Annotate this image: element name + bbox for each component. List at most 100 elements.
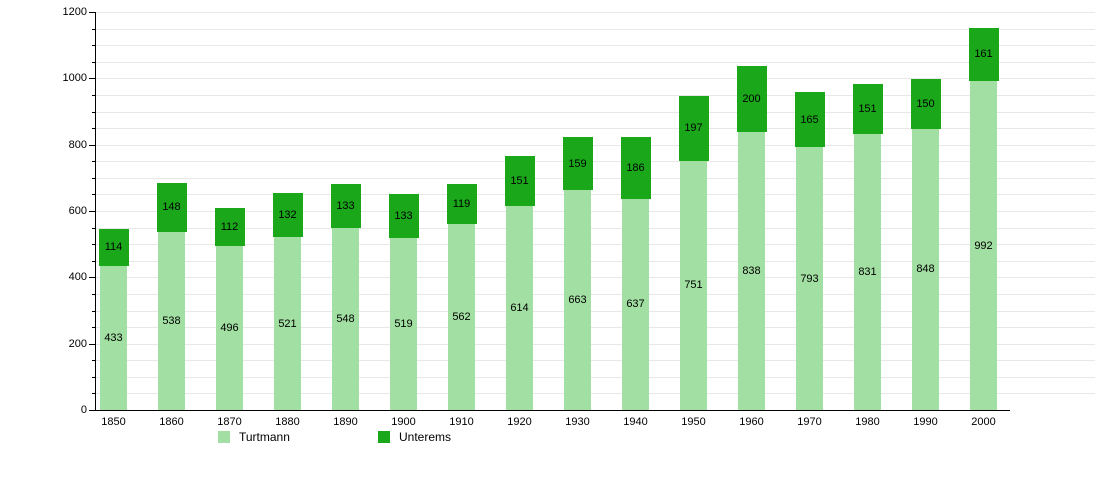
gridline — [95, 61, 1095, 63]
gridline — [95, 45, 1095, 47]
gridline — [95, 343, 1095, 345]
gridline — [95, 161, 1095, 163]
x-tick-label: 1910 — [449, 416, 474, 428]
bar-1920: 151 614 — [504, 156, 535, 410]
bar-value-label: 165 — [800, 113, 819, 126]
y-tick — [89, 12, 95, 13]
bar-value-label: 831 — [858, 266, 877, 279]
gridline — [95, 393, 1095, 395]
y-tick — [89, 277, 95, 279]
y-tick-label: 600 — [68, 205, 87, 217]
bar-segment-turtmann: 992 — [970, 81, 997, 410]
y-tick — [92, 260, 95, 262]
bar-segment-turtmann: 793 — [796, 147, 823, 410]
y-tick — [92, 177, 95, 179]
plot-area: 114 433 148 538 112 496 132 521 133 548 133 519 119 5… — [95, 12, 1095, 410]
bar-segment-unterems: 150 — [910, 79, 941, 129]
gridline — [95, 78, 1095, 80]
bar-value-label: 637 — [626, 298, 645, 311]
bar-1960: 200 838 — [736, 65, 767, 410]
bar-1860: 148 538 — [156, 182, 187, 410]
bar-segment-unterems: 151 — [504, 156, 535, 207]
bar-segment-unterems: 148 — [156, 182, 187, 232]
y-tick — [89, 211, 95, 212]
y-tick — [92, 111, 95, 113]
y-tick — [89, 343, 95, 345]
y-axis-line — [95, 12, 96, 411]
bar-value-label: 538 — [162, 314, 181, 327]
legend-swatch-turtmann-icon — [218, 431, 230, 443]
bar-value-label: 519 — [394, 317, 413, 330]
gridline — [95, 211, 1095, 212]
y-tick — [92, 161, 95, 163]
bar-value-label: 151 — [858, 103, 877, 116]
x-tick-label: 1920 — [507, 416, 532, 428]
bar-segment-turtmann: 637 — [622, 198, 649, 410]
gridline — [95, 94, 1095, 96]
x-tick-label: 1970 — [797, 416, 822, 428]
x-tick-label: 1960 — [739, 416, 764, 428]
y-tick — [92, 244, 95, 246]
bar-segment-unterems: 186 — [620, 137, 651, 199]
y-tick-label: 800 — [68, 138, 87, 151]
y-tick — [92, 45, 95, 47]
bar-value-label: 614 — [510, 302, 529, 315]
bar-value-label: 433 — [104, 332, 123, 345]
y-tick-label: 1200 — [62, 6, 87, 18]
bar-value-label: 150 — [916, 97, 935, 110]
x-tick-label: 2000 — [971, 416, 996, 428]
y-tick — [89, 410, 95, 411]
y-tick — [92, 94, 95, 96]
bar-1900: 133 519 — [388, 193, 419, 410]
bar-1910: 119 562 — [446, 184, 477, 410]
x-axis-line — [95, 410, 1010, 411]
bar-1950: 197 751 — [678, 95, 709, 410]
bar-segment-turtmann: 496 — [216, 245, 243, 410]
x-tick-label: 1850 — [101, 416, 126, 428]
y-tick — [92, 194, 95, 196]
bar-segment-turtmann: 433 — [100, 266, 127, 410]
bar-1930: 159 663 — [562, 137, 593, 410]
bar-segment-turtmann: 521 — [274, 237, 301, 410]
gridline — [95, 260, 1095, 262]
gridline — [95, 293, 1095, 295]
bar-segment-turtmann: 538 — [158, 231, 185, 410]
bar-segment-turtmann: 751 — [680, 160, 707, 410]
bar-value-label: 838 — [742, 265, 761, 278]
x-tick-label: 1860 — [159, 416, 184, 428]
gridline — [95, 244, 1095, 246]
x-tick-label: 1930 — [565, 416, 590, 428]
bar-segment-turtmann: 548 — [332, 228, 359, 410]
bar-value-label: 200 — [742, 92, 761, 105]
y-tick — [92, 360, 95, 362]
bar-segment-turtmann: 519 — [390, 237, 417, 410]
bar-value-label: 548 — [336, 313, 355, 326]
bar-segment-unterems: 133 — [388, 193, 419, 238]
legend-swatch-unterems-icon — [378, 431, 390, 443]
bar-segment-unterems: 197 — [678, 95, 709, 161]
bar-segment-turtmann: 614 — [506, 206, 533, 410]
x-tick-label: 1890 — [333, 416, 358, 428]
y-tick — [92, 293, 95, 295]
bar-value-label: 132 — [278, 209, 297, 222]
y-tick — [92, 227, 95, 229]
gridline — [95, 111, 1095, 113]
legend-item-unterems: Unterems — [378, 429, 451, 445]
bar-1980: 151 831 — [852, 84, 883, 410]
y-tick — [92, 310, 95, 312]
y-tick-label: 0 — [80, 404, 87, 416]
bar-value-label: 114 — [104, 241, 123, 254]
x-tick-label: 1870 — [217, 416, 242, 428]
bar-value-label: 133 — [336, 200, 355, 213]
bar-segment-unterems: 112 — [214, 208, 245, 246]
bar-1970: 165 793 — [794, 92, 825, 410]
bar-segment-unterems: 159 — [562, 137, 593, 191]
bar-value-label: 112 — [220, 220, 239, 233]
x-tick-label: 1880 — [275, 416, 300, 428]
bar-value-label: 197 — [684, 122, 703, 135]
bar-value-label: 496 — [220, 321, 239, 334]
bar-segment-turtmann: 831 — [854, 134, 881, 410]
y-tick-label: 200 — [68, 337, 87, 350]
bar-segment-unterems: 151 — [852, 84, 883, 135]
